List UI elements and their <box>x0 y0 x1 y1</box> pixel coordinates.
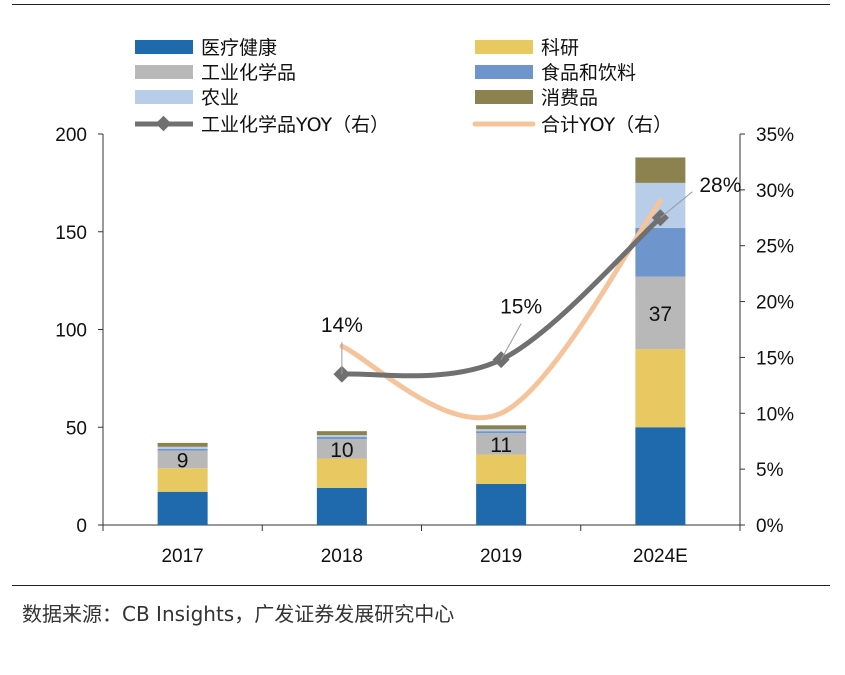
legend-label: 工业化学品YOY（右） <box>201 114 389 136</box>
legend-swatch <box>475 40 533 54</box>
legend-label: 科研 <box>541 37 579 59</box>
bar-segment <box>476 431 527 434</box>
bar-data-label: 11 <box>490 434 512 457</box>
legend-swatch <box>475 90 533 104</box>
bar-segment <box>316 438 367 459</box>
bar-segment <box>635 349 686 428</box>
y-left-tick-label: 100 <box>55 321 87 342</box>
label-leader-line <box>660 191 693 219</box>
x-tick-label: 2018 <box>321 546 363 567</box>
legend-swatch <box>475 65 533 79</box>
x-tick-label: 2019 <box>480 546 522 567</box>
y-right-tick-label: 35% <box>756 125 794 146</box>
legend-swatch <box>135 65 193 79</box>
bar-segment <box>635 276 686 350</box>
bar-data-label: 37 <box>649 303 672 326</box>
bar-data-label: 10 <box>330 439 353 462</box>
y-left-tick-label: 50 <box>66 418 87 439</box>
y-left-tick-label: 0 <box>76 516 87 537</box>
legend-label: 农业 <box>201 87 239 109</box>
legend-label: 合计YOY（右） <box>541 114 672 136</box>
bar-segment <box>316 431 367 436</box>
y-right-tick-label: 10% <box>756 404 794 425</box>
bar-segment <box>157 450 208 469</box>
bar-segment <box>157 448 208 451</box>
bar-segment <box>316 435 367 438</box>
bar-segment <box>316 487 367 525</box>
y-right-tick-label: 30% <box>756 181 794 202</box>
bar-segment <box>476 433 527 455</box>
x-tick-label: 2017 <box>161 546 203 567</box>
line-data-label: 15% <box>500 296 542 319</box>
bar-data-label: 9 <box>177 450 189 473</box>
y-right-tick-label: 20% <box>756 293 794 314</box>
y-right-tick-label: 25% <box>756 237 794 258</box>
y-right-tick-label: 15% <box>756 348 794 369</box>
bar-segment <box>476 483 527 525</box>
bar-segment <box>476 425 527 430</box>
bar-segment <box>316 458 367 488</box>
top-border <box>12 4 830 5</box>
chart: 200 150 100 50 0 35% 30% 25% 20% 15% 10% 5% 0% 2017 20… <box>55 37 794 567</box>
x-tick-label: 2024E <box>633 546 688 567</box>
y-left-tick-label: 150 <box>55 223 87 244</box>
legend-label: 工业化学品 <box>201 62 296 84</box>
legend-swatch <box>135 40 193 54</box>
label-leader-line <box>500 323 522 360</box>
y-right-tick-label: 5% <box>756 460 784 481</box>
line-data-label: 28% <box>699 174 741 197</box>
source-note: 数据来源：CB Insights，广发证券发展研究中心 <box>22 602 455 626</box>
bar-segment <box>476 429 527 432</box>
bottom-border <box>12 585 830 586</box>
bar-segment <box>316 437 367 439</box>
legend-label: 医疗健康 <box>201 37 277 59</box>
bar-segment <box>157 446 208 449</box>
bar-segment <box>157 442 208 447</box>
bar-segment <box>157 491 208 525</box>
legend-swatch <box>135 90 193 104</box>
legend-label: 消费品 <box>541 87 598 109</box>
line-data-label: 14% <box>321 314 363 337</box>
bar-segment <box>476 454 527 484</box>
bar-segment <box>157 468 208 492</box>
legend-label: 食品和饮料 <box>541 62 636 84</box>
legend-marker <box>155 115 172 132</box>
bar-segment <box>635 157 686 183</box>
bar-segment <box>635 427 686 525</box>
y-left-tick-label: 200 <box>55 125 87 146</box>
y-right-tick-label: 0% <box>756 516 784 537</box>
